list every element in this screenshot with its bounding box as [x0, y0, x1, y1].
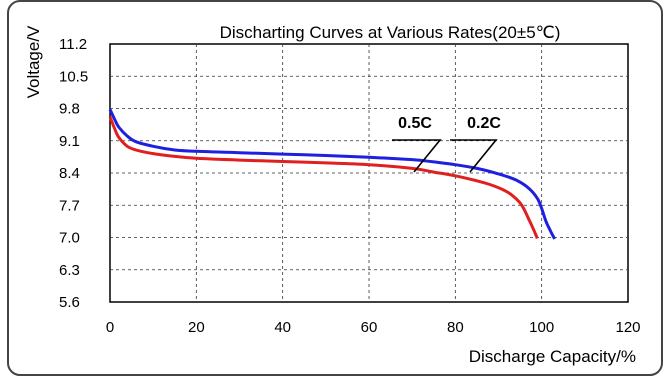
x-tick-label: 80 [447, 319, 464, 336]
y-tick-label: 9.8 [59, 101, 80, 118]
series-line-0-2c [108, 108, 556, 240]
y-axis-label: Voltage/V [24, 25, 43, 98]
annotation-pointer-0-2c [450, 139, 498, 173]
y-tick-label: 6.3 [59, 262, 80, 279]
x-tick-label: 100 [529, 319, 554, 336]
y-tick-label: 7.0 [59, 230, 80, 247]
x-tick-label: 120 [615, 319, 640, 336]
annotation-0-5c: 0.5C [398, 115, 432, 132]
annotation-0-2c: 0.2C [467, 115, 501, 132]
tick-layer: 0 20 40 60 80 100 120 11.2 10.5 9.8 9.1 8.4 7.7 7.0 6.… [59, 36, 641, 336]
x-tick-label: 20 [188, 319, 205, 336]
x-tick-label: 40 [274, 319, 291, 336]
grid-layer [110, 44, 628, 302]
y-tick-label: 11.2 [59, 36, 87, 53]
y-tick-label: 9.1 [59, 133, 80, 150]
y-tick-label: 5.6 [59, 294, 80, 311]
y-tick-label: 10.5 [59, 68, 88, 85]
y-tick-label: 7.7 [59, 197, 80, 214]
x-tick-label: 60 [361, 319, 378, 336]
x-tick-label: 0 [106, 319, 114, 336]
series-line-0-5c [108, 116, 539, 239]
y-tick-label: 8.4 [59, 165, 80, 182]
annotation-pointer-0-5c [392, 139, 442, 173]
series-layer [108, 108, 556, 240]
x-axis-label: Discharge Capacity/% [469, 347, 636, 366]
chart-title: Discharting Curves at Various Rates(20±5… [220, 23, 561, 42]
outer-border [7, 0, 663, 376]
